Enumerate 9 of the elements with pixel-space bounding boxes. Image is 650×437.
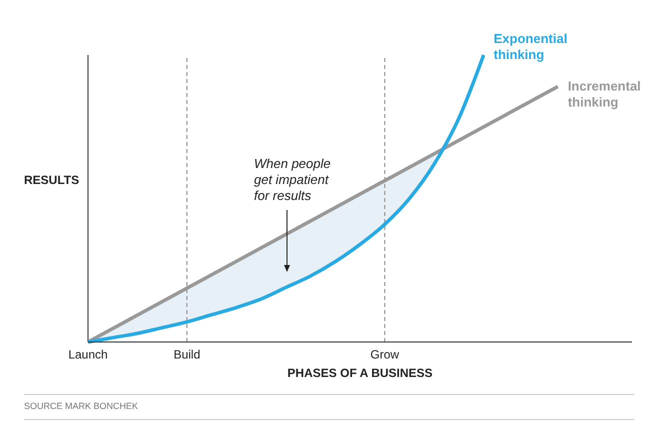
- x-tick-label: Launch: [68, 348, 108, 362]
- series-label: Exponential thinking: [494, 31, 568, 62]
- x-tick-label: Build: [174, 348, 200, 362]
- annotation: When people get impatient for results: [254, 156, 331, 204]
- source-note: SOURCE MARK BONCHEK: [24, 401, 140, 411]
- series-label: Incremental thinking: [568, 78, 641, 110]
- y-axis-title: RESULTS: [24, 173, 80, 187]
- x-tick-label: Grow: [370, 348, 400, 362]
- x-axis-title: PHASES OF A BUSINESS: [286, 366, 434, 380]
